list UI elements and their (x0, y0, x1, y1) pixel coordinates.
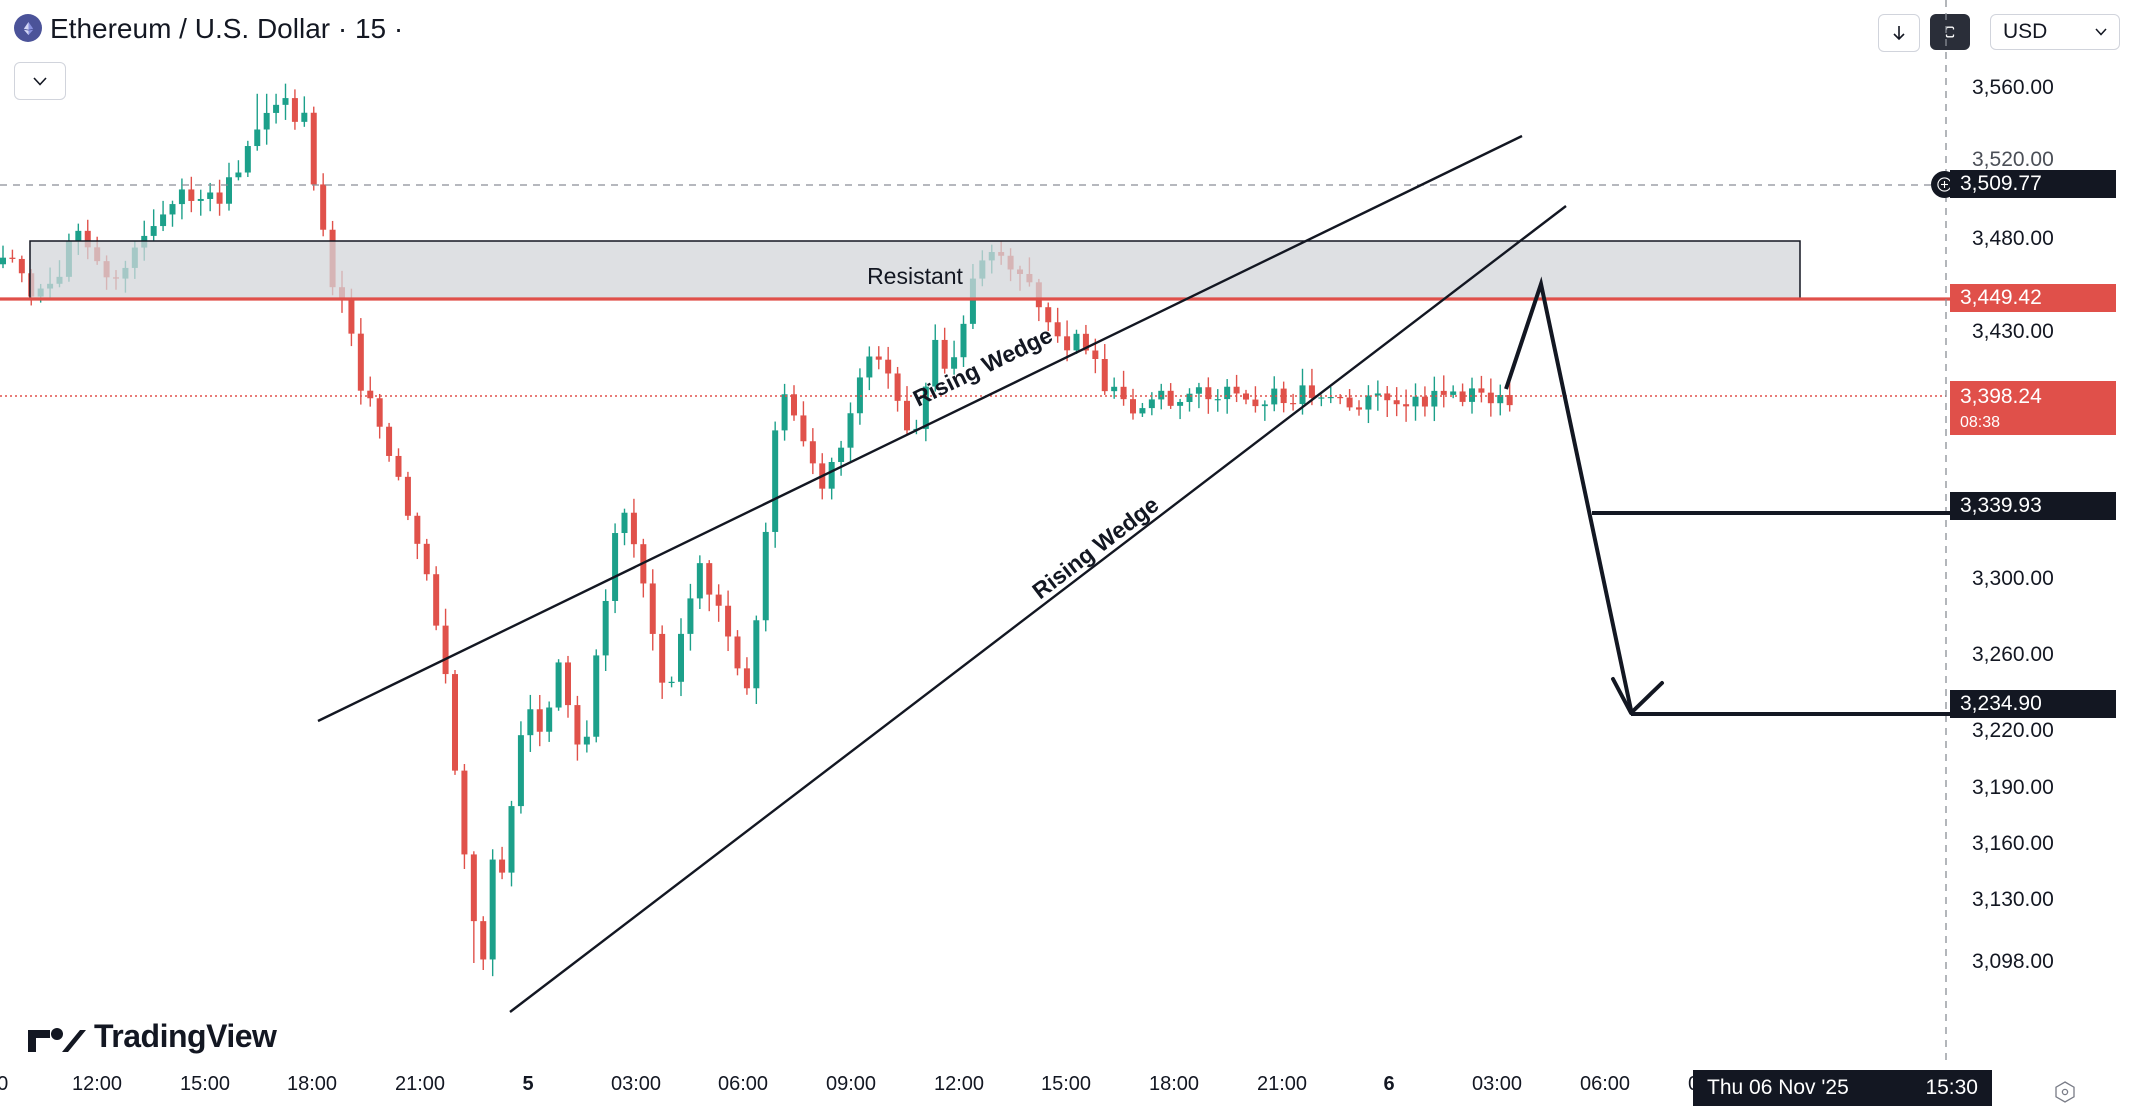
svg-text:Rising Wedge: Rising Wedge (1027, 491, 1163, 604)
